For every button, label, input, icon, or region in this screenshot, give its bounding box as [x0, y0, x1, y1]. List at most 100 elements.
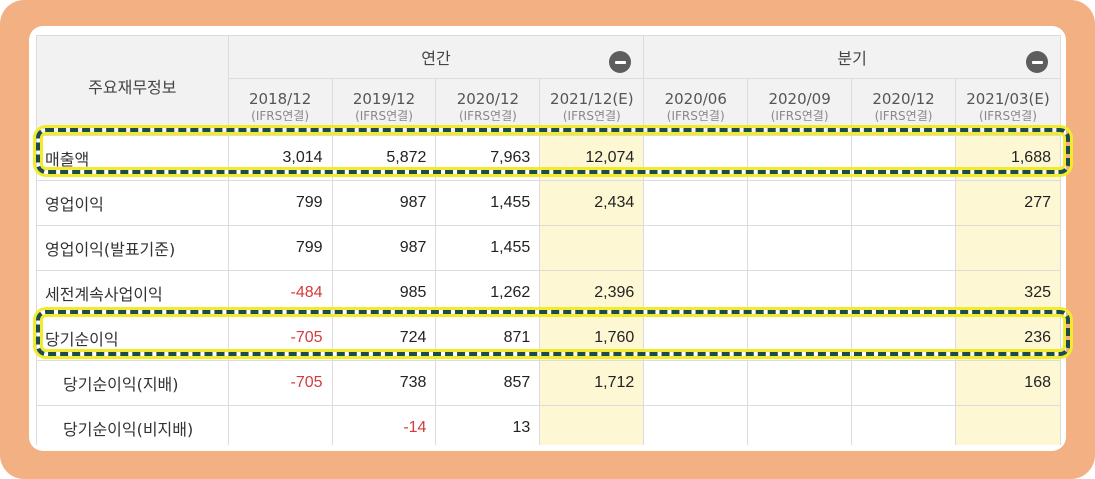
table-cell [643, 225, 749, 271]
row-label: 매출액 [36, 135, 229, 181]
column-basis: (IFRS연결) [251, 109, 310, 123]
table-cell: -484 [227, 270, 333, 316]
column-period: 2020/12 [872, 90, 935, 108]
column-basis: (IFRS연결) [979, 109, 1037, 123]
column-header: 2018/12 (IFRS연결) [227, 78, 333, 136]
table-cell: 1,760 [539, 315, 645, 361]
table-cell: 987 [331, 225, 437, 271]
table-row: 매출액 3,014 5,872 7,963 12,074 1,688 [36, 135, 1061, 181]
table-cell: 5,872 [331, 135, 437, 181]
table-cell: 13 [435, 405, 541, 445]
row-label: 당기순이익 [36, 315, 229, 361]
group-quarter-label: 분기 [837, 49, 867, 68]
table-cell: 7,963 [435, 135, 541, 181]
table-cell: 987 [331, 180, 437, 226]
corner-label: 주요재무정보 [36, 35, 229, 136]
column-period: 2020/12 [456, 90, 520, 108]
table-row: 당기순이익 -705 724 871 1,760 236 [36, 315, 1061, 361]
table-cell: 325 [954, 270, 1061, 316]
row-label: 당기순이익(비지배) [36, 405, 229, 445]
table-cell [954, 225, 1061, 271]
row-label: 세전계속사업이익 [36, 270, 229, 316]
table-cell: 724 [331, 315, 437, 361]
table-cell [851, 315, 956, 361]
table-row: 영업이익(발표기준) 799 987 1,455 [36, 225, 1061, 271]
column-header: 2020/12 (IFRS연결) [435, 78, 541, 136]
table-cell: -14 [331, 405, 437, 445]
table-cell: 857 [435, 360, 541, 406]
column-header: 2020/06 (IFRS연결) [643, 78, 749, 136]
table-cell [747, 135, 853, 181]
column-period: 2020/06 [664, 90, 727, 108]
row-label: 영업이익(발표기준) [36, 225, 229, 271]
column-period: 2019/12 [352, 90, 416, 108]
row-label: 당기순이익(지배) [36, 360, 229, 406]
table-cell [539, 405, 645, 445]
table-cell [851, 270, 956, 316]
table-cell [747, 315, 853, 361]
table-cell: 2,396 [539, 270, 645, 316]
column-basis: (IFRS연결) [355, 109, 413, 123]
table-cell [643, 405, 749, 445]
column-period: 2018/12 [248, 90, 312, 108]
table-cell: 799 [227, 180, 333, 226]
group-annual-label: 연간 [421, 49, 451, 68]
table-cell: 1,455 [435, 225, 541, 271]
collapse-annual-icon[interactable] [609, 51, 632, 73]
table-cell: 1,262 [435, 270, 541, 316]
table-cell [643, 180, 749, 226]
table-cell: 1,688 [954, 135, 1061, 181]
table-cell [851, 180, 956, 226]
table-cell [643, 270, 749, 316]
table-cell [643, 315, 749, 361]
table-cell: -705 [227, 360, 333, 406]
table-cell: 799 [227, 225, 333, 271]
table-cell [747, 405, 853, 445]
column-period: 2020/09 [768, 90, 831, 108]
column-period: 2021/03(E) [966, 90, 1050, 108]
table-cell [539, 225, 645, 271]
table-row: 당기순이익(비지배) -14 13 [36, 405, 1061, 445]
table-cell [747, 180, 853, 226]
table-cell [747, 270, 853, 316]
table-cell: 871 [435, 315, 541, 361]
table-cell [851, 405, 956, 445]
column-basis: (IFRS연결) [458, 109, 517, 123]
table-cell: 3,014 [227, 135, 333, 181]
column-header: 2021/03(E) (IFRS연결) [954, 78, 1061, 136]
column-period: 2021/12(E) [550, 90, 634, 108]
table-cell [643, 135, 749, 181]
column-basis: (IFRS연결) [874, 109, 933, 123]
financial-table-viewport: 주요재무정보 연간 분기 2018/12 (IFRS연결) 2019/12 (IFRS… [36, 35, 1061, 445]
collapse-quarter-icon[interactable] [1026, 51, 1048, 73]
table-cell: 1,455 [435, 180, 541, 226]
table-cell: 2,434 [539, 180, 645, 226]
financial-summary-table: 주요재무정보 연간 분기 2018/12 (IFRS연결) 2019/12 (IFRS… [36, 35, 1061, 445]
table-cell: 985 [331, 270, 437, 316]
group-header-quarter: 분기 [643, 35, 1061, 79]
table-cell: 236 [954, 315, 1061, 361]
column-basis: (IFRS연결) [666, 109, 725, 123]
column-basis: (IFRS연결) [562, 109, 621, 123]
table-cell: -705 [227, 315, 333, 361]
column-header: 2021/12(E) (IFRS연결) [539, 78, 645, 136]
table-cell [747, 225, 853, 271]
table-cell: 738 [331, 360, 437, 406]
table-cell [227, 405, 333, 445]
column-header: 2019/12 (IFRS연결) [331, 78, 437, 136]
table-cell [851, 225, 956, 271]
table-row: 세전계속사업이익 -484 985 1,262 2,396 325 [36, 270, 1061, 316]
table-cell: 1,712 [539, 360, 645, 406]
table-cell [851, 360, 956, 406]
table-cell: 277 [954, 180, 1061, 226]
row-label: 영업이익 [36, 180, 229, 226]
table-cell: 12,074 [539, 135, 645, 181]
table-cell: 168 [954, 360, 1061, 406]
column-header: 2020/12 (IFRS연결) [851, 78, 956, 136]
table-cell [747, 360, 853, 406]
table-row: 영업이익 799 987 1,455 2,434 277 [36, 180, 1061, 226]
table-cell [954, 405, 1061, 445]
table-row: 당기순이익(지배) -705 738 857 1,712 168 [36, 360, 1061, 406]
column-basis: (IFRS연결) [770, 109, 829, 123]
column-header: 2020/09 (IFRS연결) [747, 78, 853, 136]
